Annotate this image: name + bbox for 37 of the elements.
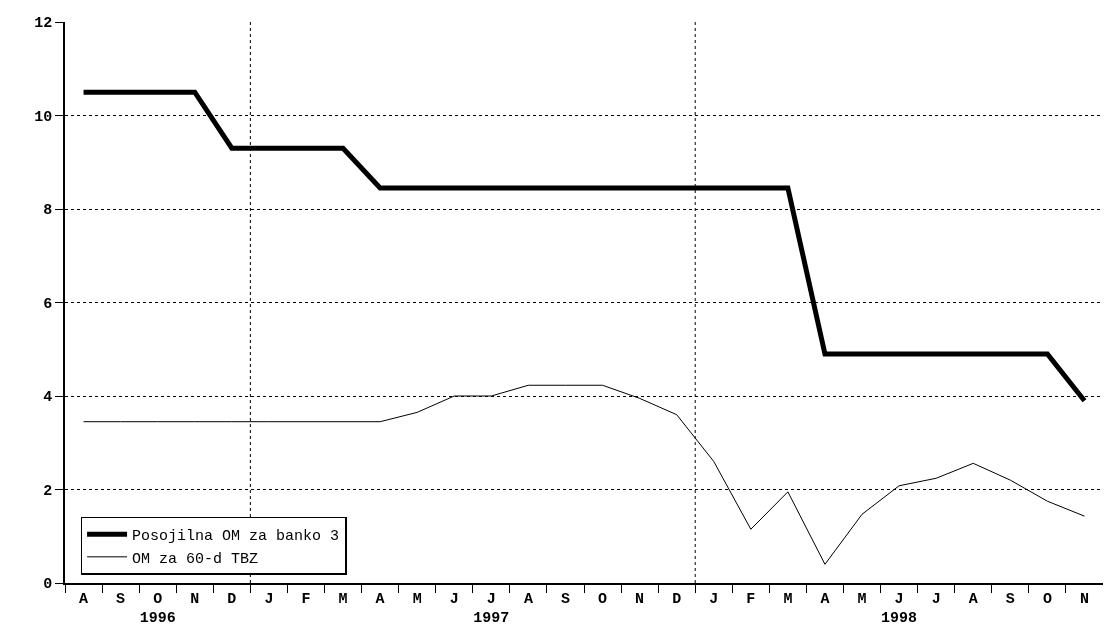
x-tick-label: M — [412, 590, 422, 608]
x-tick-label: D — [227, 590, 237, 608]
x-tick-label: J — [931, 590, 941, 608]
x-tick-label: A — [523, 590, 533, 608]
x-tick-label: A — [968, 590, 978, 608]
x-tick-label: D — [672, 590, 682, 608]
x-tick-label: M — [857, 590, 867, 608]
x-tick-label: O — [598, 590, 608, 608]
x-tick-label: J — [709, 590, 719, 608]
y-tick-label: 8 — [43, 202, 53, 220]
legend-label: Posojilna OM za banko 3 — [132, 528, 340, 546]
y-tick-label: 6 — [43, 295, 53, 313]
x-tick-label: F — [746, 590, 756, 608]
x-tick-label: O 1996 — [139, 590, 176, 628]
legend-label: OM za 60-d TBZ — [132, 550, 259, 568]
x-tick-label: N — [635, 590, 645, 608]
y-tick-label: 4 — [43, 389, 53, 407]
x-tick-label: M — [338, 590, 348, 608]
x-tick-label: A — [375, 590, 385, 608]
y-tick-label: 12 — [34, 15, 53, 33]
x-tick-label: J — [264, 590, 274, 608]
x-tick-label: A — [820, 590, 830, 608]
x-tick-label: F — [301, 590, 311, 608]
x-tick-label: N — [1079, 590, 1089, 608]
x-tick-label: J 1998 — [881, 590, 918, 628]
x-tick-label: S — [1005, 590, 1015, 608]
x-tick-label: A — [79, 590, 89, 608]
x-tick-label: N — [190, 590, 200, 608]
x-tick-label: O — [1042, 590, 1052, 608]
y-tick-label: 10 — [34, 108, 53, 126]
y-tick-label: 2 — [43, 482, 53, 500]
x-tick-label: J 1997 — [473, 590, 510, 628]
x-tick-label: S — [116, 590, 126, 608]
y-tick-label: 0 — [43, 576, 53, 594]
x-tick-label: S — [560, 590, 570, 608]
x-tick-label: M — [783, 590, 793, 608]
x-tick-label: J — [449, 590, 459, 608]
